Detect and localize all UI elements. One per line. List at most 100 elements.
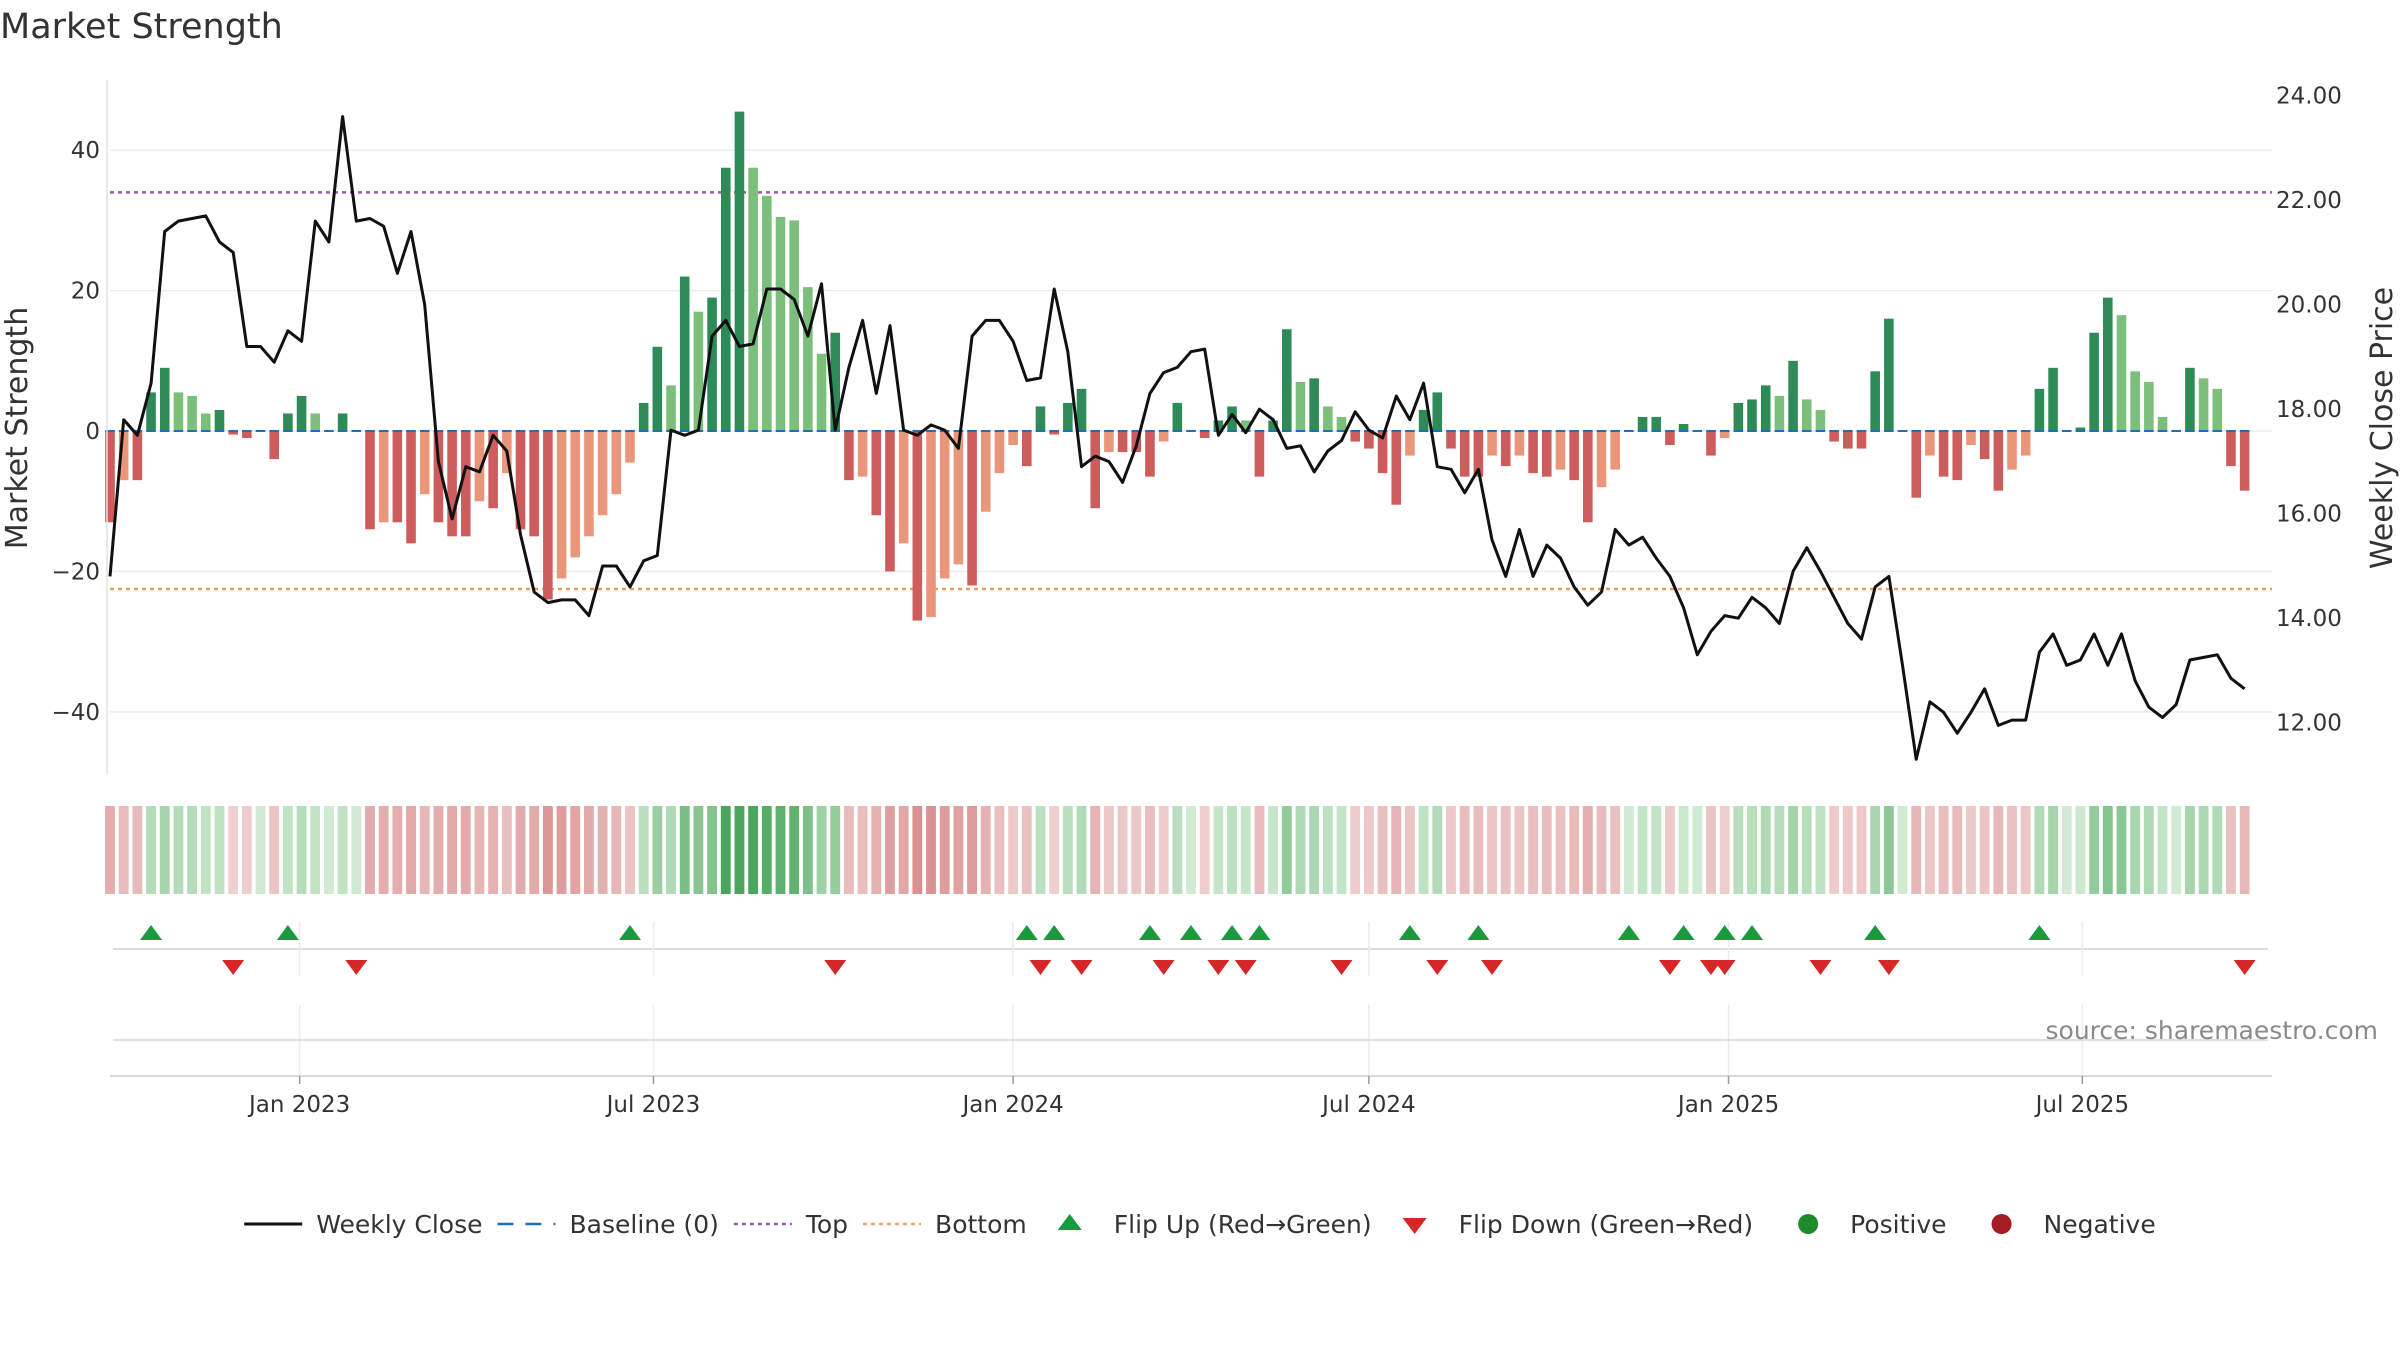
flip-down-marker: [824, 960, 847, 975]
legend-label: Top: [805, 1210, 848, 1239]
heat-cell: [214, 806, 225, 894]
legend-label: Weekly Close: [316, 1210, 482, 1239]
strength-bar: [1829, 431, 1839, 442]
heat-cell: [939, 806, 950, 894]
strength-bar: [1843, 431, 1853, 449]
strength-bar: [2116, 315, 2127, 432]
heat-cell: [1938, 806, 1949, 894]
strength-bar: [1925, 431, 1935, 456]
heat-cell: [1610, 806, 1621, 894]
strength-bar: [1309, 378, 1319, 432]
strength-bar: [378, 431, 389, 523]
strength-bar: [1500, 431, 1511, 467]
heat-cell: [638, 806, 649, 894]
heat-cell: [761, 806, 772, 894]
strength-bar: [1104, 431, 1114, 453]
heat-cell: [187, 806, 198, 894]
source-credit: source: sharemaestro.com: [2046, 1016, 2379, 1045]
strength-bar: [967, 431, 977, 586]
y-right-tick-label: 14.00: [2276, 606, 2342, 632]
heat-cell: [2116, 806, 2127, 894]
strength-bar: [419, 431, 430, 495]
strength-bar: [720, 167, 731, 432]
heat-cell: [1446, 806, 1456, 894]
strength-bar: [228, 431, 238, 435]
flip-down-marker: [1713, 960, 1736, 975]
strength-bar: [1938, 431, 1949, 477]
strength-bar: [1801, 399, 1812, 432]
legend-item-negative: Negative: [1991, 1210, 2156, 1239]
legend-label: Flip Down (Green→Red): [1459, 1210, 1754, 1239]
heat-cell: [1103, 806, 1114, 894]
flip-down-marker: [1877, 960, 1900, 975]
heat-cell: [652, 806, 663, 894]
heat-cell: [2048, 806, 2058, 894]
strength-bar: [1295, 381, 1306, 432]
heat-cell: [1432, 806, 1443, 894]
legend-label: Negative: [2044, 1210, 2156, 1239]
strength-bar: [1856, 431, 1867, 449]
heat-cell: [241, 806, 252, 894]
heat-cell: [1199, 806, 1210, 894]
strength-bar: [1172, 402, 1183, 432]
heat-cell: [1309, 806, 1320, 894]
flip-down-marker: [1809, 960, 1832, 975]
strength-bar: [734, 111, 745, 432]
left-axis-label: Market Strength: [0, 307, 35, 549]
heat-cell: [666, 806, 676, 894]
heat-cell: [843, 806, 854, 894]
y-right-tick-label: 24.00: [2276, 84, 2342, 110]
strength-bar: [2239, 431, 2250, 491]
heat-cell: [1856, 806, 1867, 894]
strength-bar: [1555, 431, 1566, 470]
strength-bar: [844, 431, 854, 481]
heat-cell: [1664, 806, 1675, 894]
heat-cell: [1678, 806, 1689, 894]
heat-cell: [1596, 806, 1607, 894]
heat-cell: [1131, 806, 1142, 894]
heat-cell: [1569, 806, 1580, 894]
legend-label: Bottom: [935, 1210, 1027, 1239]
flip-down-marker: [1070, 960, 1093, 975]
heat-cell: [447, 806, 458, 894]
legend-label: Positive: [1850, 1210, 1946, 1239]
heat-cell: [775, 806, 786, 894]
heat-cell: [1514, 806, 1525, 894]
flip-down-marker: [1330, 960, 1353, 975]
strength-bar: [679, 276, 690, 432]
x-tick-label: Jul 2024: [1320, 1092, 1416, 1118]
strength-bar: [1774, 395, 1785, 432]
strength-bar: [1651, 416, 1662, 432]
price-line: [108, 115, 2246, 761]
strength-bar: [652, 346, 663, 432]
x-tick-label: Jul 2023: [605, 1092, 701, 1118]
heat-cell: [1733, 806, 1744, 894]
strength-bar: [1391, 431, 1402, 505]
heat-cell: [1186, 806, 1196, 894]
strength-bar: [1637, 416, 1648, 432]
heat-cell: [2061, 806, 2072, 894]
heat-cell: [1254, 806, 1265, 894]
strength-bar: [1473, 431, 1484, 477]
strength-bar: [570, 431, 581, 558]
strength-bar: [611, 431, 622, 495]
strength-bar: [638, 402, 649, 432]
y-left-tick-label: 20: [71, 279, 100, 305]
strength-bar: [912, 431, 923, 621]
y-left-tick-label: −40: [51, 700, 100, 726]
heat-cell: [1760, 806, 1771, 894]
strength-bar: [1268, 420, 1278, 432]
heat-cell: [1049, 806, 1060, 894]
flip-up-marker: [1043, 925, 1066, 940]
strength-bar: [1528, 431, 1538, 474]
strength-bar: [666, 385, 676, 432]
strength-bar: [1979, 431, 1990, 460]
strength-bar: [2185, 367, 2195, 432]
heat-cell: [406, 806, 416, 894]
heat-cell: [1227, 806, 1237, 894]
heat-cell: [200, 806, 211, 894]
heat-cell: [967, 806, 977, 894]
heat-cell: [1145, 806, 1155, 894]
strength-bar: [1665, 431, 1675, 446]
heat-cell: [1405, 806, 1415, 894]
